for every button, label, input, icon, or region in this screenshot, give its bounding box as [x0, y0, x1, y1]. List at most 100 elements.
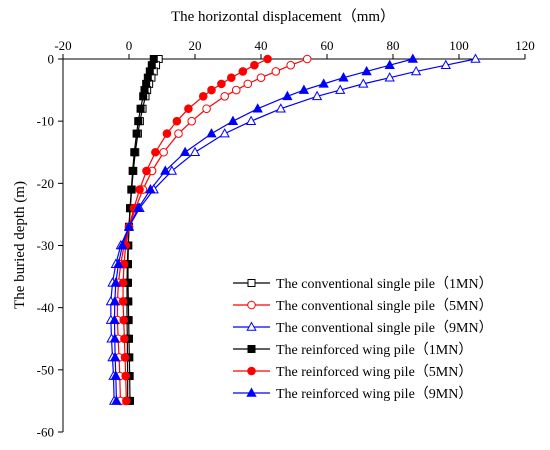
data-point [286, 60, 296, 70]
data-point [127, 185, 136, 194]
data-point [110, 370, 121, 380]
y-axis-title: The buried depth (m) [12, 181, 28, 309]
data-point [217, 79, 226, 89]
legend-item: The reinforced wing pile（9MN） [233, 386, 472, 402]
data-point [109, 351, 121, 362]
data-point [470, 53, 481, 63]
data-point [302, 54, 312, 64]
data-point [407, 53, 418, 63]
data-point [318, 78, 329, 88]
y-tick-label: -50 [37, 362, 54, 377]
data-point [184, 104, 193, 114]
y-tick-label: -20 [37, 176, 54, 191]
data-point [120, 334, 129, 344]
legend-marker [246, 387, 257, 397]
data-point [207, 85, 216, 95]
y-tick-label: -10 [37, 114, 54, 129]
data-point [118, 278, 128, 288]
data-point [384, 72, 395, 82]
data-point [338, 72, 349, 82]
data-point [245, 115, 257, 125]
data-point [118, 297, 128, 306]
series-5 [118, 54, 272, 406]
legend-marker [247, 366, 256, 376]
data-point [282, 90, 293, 101]
data-point [358, 78, 369, 88]
data-point [160, 165, 171, 175]
x-tick-label: 20 [189, 38, 202, 53]
data-point [136, 104, 145, 113]
data-point [252, 103, 263, 113]
x-tick-label: 0 [126, 38, 133, 53]
data-point [410, 65, 422, 76]
x-tick-label: 40 [255, 38, 268, 53]
data-point [219, 128, 230, 138]
legend-label: The conventional single pile（1MN） [276, 276, 493, 292]
data-point [132, 129, 141, 138]
data-point [202, 104, 211, 114]
legend-marker [246, 321, 257, 331]
x-axis-ticks: -20 0 20 40 60 80 100 120 [54, 38, 535, 59]
data-point [134, 117, 143, 126]
data-point [110, 277, 121, 287]
legend-label: The reinforced wing pile（5MN） [276, 364, 472, 380]
data-point [271, 67, 281, 76]
data-point [206, 128, 217, 138]
legend-marker [247, 279, 256, 287]
x-tick-label: 60 [321, 38, 334, 53]
data-point [298, 84, 310, 94]
x-tick-label: 80 [387, 38, 400, 53]
data-point [120, 353, 130, 362]
data-point [238, 67, 248, 76]
y-tick-label: 0 [48, 52, 55, 67]
data-point [113, 258, 124, 268]
y-tick-label: -30 [37, 238, 54, 253]
data-point [198, 92, 208, 101]
x-tick-label: -20 [54, 38, 71, 53]
legend: The conventional single pile（1MN） The con… [233, 276, 493, 402]
data-point [151, 147, 160, 157]
data-point [256, 73, 266, 82]
x-tick-label: 120 [515, 38, 535, 53]
data-point [145, 184, 156, 194]
data-point [142, 166, 151, 176]
data-point [189, 146, 201, 157]
data-point [227, 115, 239, 125]
data-point [172, 116, 182, 126]
data-point [159, 147, 168, 157]
data-point [231, 85, 241, 95]
data-point [109, 333, 120, 343]
legend-item: The conventional single pile（9MN） [233, 320, 493, 336]
series-6 [109, 53, 418, 405]
data-point [166, 165, 178, 175]
legend-label: The reinforced wing pile（1MN） [276, 342, 472, 358]
legend-label: The reinforced wing pile（9MN） [276, 386, 472, 402]
plot-area: -20 0 20 40 60 80 100 120 0-10-20-30-40-50-60 [37, 38, 535, 440]
legend-label: The conventional single pile（9MN） [276, 320, 493, 336]
series-layer [105, 53, 481, 406]
legend-marker [247, 300, 256, 310]
data-point [384, 59, 395, 70]
data-point [133, 202, 144, 212]
legend-item: The reinforced wing pile（1MN） [233, 342, 472, 358]
data-point [109, 314, 120, 324]
data-point [243, 79, 253, 89]
data-point [135, 185, 144, 194]
data-point [139, 92, 148, 101]
data-point [275, 103, 286, 113]
data-point [121, 371, 130, 381]
data-point [187, 116, 196, 126]
y-tick-label: -60 [37, 425, 54, 440]
data-point [174, 129, 183, 138]
y-axis-ticks: 0 -10 -20 -30 -40 -50 -60 [37, 52, 63, 440]
data-point [440, 59, 451, 70]
data-point [361, 65, 372, 76]
legend-marker [247, 345, 256, 353]
data-point [109, 295, 120, 306]
data-point [335, 84, 346, 94]
data-point [130, 148, 139, 157]
data-point [117, 239, 128, 250]
data-point [162, 129, 172, 138]
x-axis-title: The horizontal displacement（mm） [171, 8, 395, 25]
data-point [111, 395, 122, 405]
